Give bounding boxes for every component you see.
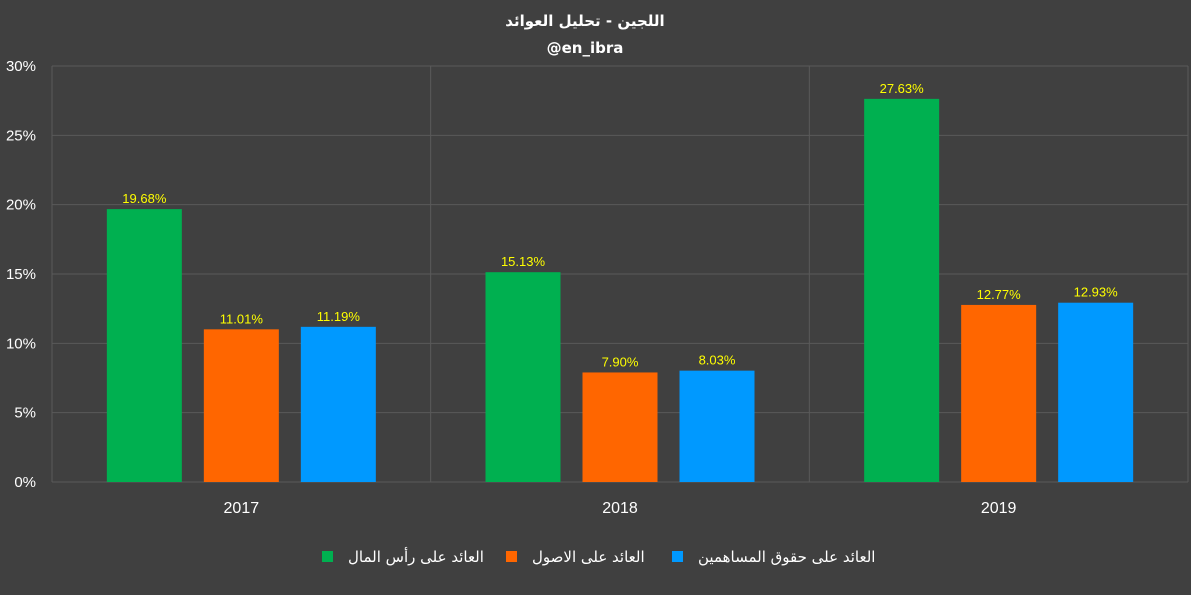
legend-label: العائد على رأس المال [348,547,484,566]
y-tick-label: 15% [6,266,36,283]
bar-2018-series-3 [679,370,755,482]
bar-value-label: 11.01% [220,311,264,326]
y-tick-label: 25% [6,127,36,144]
y-tick-label: 10% [6,335,36,352]
bar-value-label: 19.68% [122,191,167,206]
bar-value-label: 12.77% [977,287,1022,302]
y-tick-label: 0% [14,474,36,491]
bar-value-label: 7.90% [602,354,639,369]
x-axis-categories: 2017 2018 2019 [224,500,1017,517]
chart-subtitle: @en_ibra [547,39,624,57]
bar-2019-series-1 [864,98,940,482]
legend-swatch [322,551,333,562]
bar-value-label: 27.63% [880,81,925,96]
bar-2018-series-1 [485,272,561,482]
legend-swatch [506,551,517,562]
x-category-label: 2019 [981,500,1017,517]
bar-2019-series-3 [1058,302,1134,482]
legend-swatch [672,551,683,562]
legend-label: العائد على الاصول [532,548,645,566]
bar-value-label: 8.03% [699,353,736,368]
legend-label: العائد على حقوق المساهمين [698,548,875,566]
y-tick-label: 5% [14,405,36,422]
bar-value-label: 15.13% [501,254,546,269]
y-tick-label: 20% [6,197,36,214]
bar-2018-series-2 [582,372,658,482]
y-tick-label: 30% [6,58,36,75]
x-category-label: 2017 [224,500,260,517]
bar-value-label: 12.93% [1074,285,1119,300]
bar-2017-series-2 [203,329,279,482]
y-axis-ticks: 0% 5% 10% 15% 20% 25% 30% [6,58,36,491]
bar-2017-series-1 [106,209,182,482]
bar-value-label: 11.19% [317,309,361,324]
x-category-label: 2018 [602,500,638,517]
bars [106,98,1134,482]
legend: العائد على رأس المال العائد على الاصول الع… [322,547,875,566]
bar-2019-series-2 [961,304,1037,482]
bar-2017-series-3 [300,326,376,482]
chart-title: اللجين - تحليل العوائد [505,12,664,30]
value-labels: 19.68% 11.01% 11.19% 15.13% 7.90% 8.03% 27.63%… [122,81,1118,370]
